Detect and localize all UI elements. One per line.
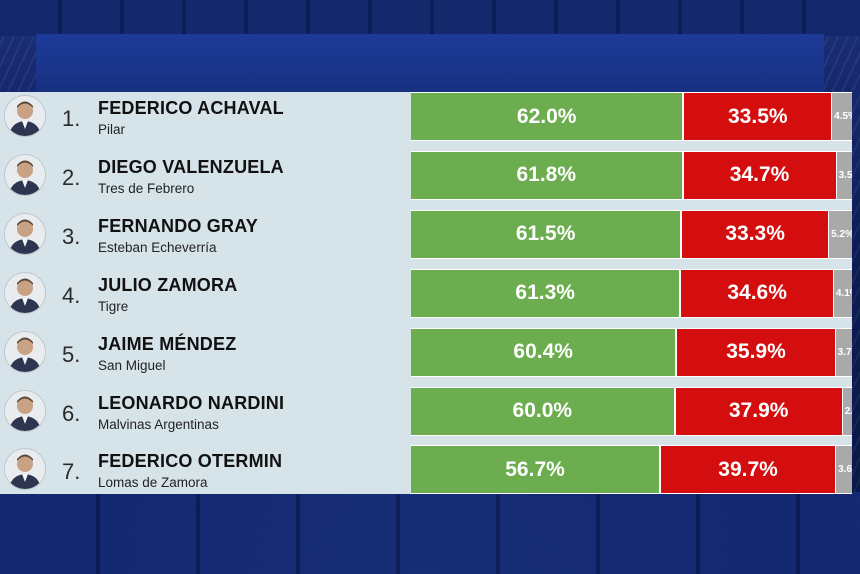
result-row: 2. DIEGO VALENZUELA Tres de Febrero 61.8… <box>0 150 852 200</box>
candidate-name: FERNANDO GRAY <box>98 215 258 236</box>
person-icon <box>4 271 46 314</box>
result-row: 1. FEDERICO ACHAVAL Pilar 62.0% 33.5% 4.… <box>0 92 852 141</box>
backdrop-top-blocks <box>0 0 860 36</box>
candidate-name: JAIME MÉNDEZ <box>98 333 237 354</box>
rank-label: 7. <box>62 459 81 485</box>
bar-other: 5.2% <box>829 210 852 258</box>
bar-second: 34.7% <box>683 151 836 199</box>
bar-second: 33.3% <box>682 210 829 258</box>
result-row: 6. LEONARDO NARDINI Malvinas Argentinas … <box>0 386 852 436</box>
results-panel: 1. FEDERICO ACHAVAL Pilar 62.0% 33.5% 4.… <box>0 92 852 495</box>
bar-other: 3.6% <box>836 446 852 494</box>
bar-other: 3.5% <box>836 151 852 199</box>
candidate-name: DIEGO VALENZUELA <box>98 156 284 177</box>
person-icon <box>4 330 46 373</box>
rank-label: 2. <box>62 164 81 190</box>
bar-first: 60.4% <box>411 328 676 376</box>
bar-second: 34.6% <box>681 269 833 317</box>
candidate-name: FEDERICO ACHAVAL <box>98 98 284 118</box>
bar-second: 39.7% <box>661 446 836 494</box>
bar-first: 61.5% <box>411 210 681 258</box>
rank-label: 5. <box>62 341 81 367</box>
bar-track: 56.7% 39.7% 3.6% <box>411 445 852 495</box>
person-icon <box>4 153 46 196</box>
district-label: Malvinas Argentinas <box>98 416 219 432</box>
backdrop-floor <box>0 492 860 574</box>
bar-first: 61.8% <box>411 151 682 199</box>
district-label: Tigre <box>98 298 129 314</box>
result-row: 7. FEDERICO OTERMIN Lomas de Zamora 56.7… <box>0 445 852 495</box>
rank-label: 3. <box>62 223 81 249</box>
bar-track: 60.0% 37.9% 2.1% <box>411 386 852 436</box>
rank-label: 6. <box>62 400 81 426</box>
bar-first: 60.0% <box>411 387 674 435</box>
rank-label: 1. <box>62 106 81 131</box>
bar-first: 56.7% <box>411 446 660 494</box>
bar-second: 37.9% <box>675 387 842 435</box>
district-label: Esteban Echeverría <box>98 239 217 255</box>
person-icon <box>4 448 46 491</box>
bar-track: 61.3% 34.6% 4.1% <box>411 268 852 318</box>
bar-track: 61.5% 33.3% 5.2% <box>411 209 852 259</box>
district-label: San Miguel <box>98 357 166 373</box>
bar-track: 61.8% 34.7% 3.5% <box>411 150 852 200</box>
bar-other: 3.7% <box>835 328 852 376</box>
bar-first: 61.3% <box>411 269 680 317</box>
bar-first: 62.0% <box>411 93 683 140</box>
person-icon <box>4 95 46 137</box>
bar-second: 35.9% <box>677 328 835 376</box>
bar-track: 60.4% 35.9% 3.7% <box>411 327 852 377</box>
result-row: 5. JAIME MÉNDEZ San Miguel 60.4% 35.9% 3… <box>0 327 852 377</box>
person-icon <box>4 212 46 255</box>
district-label: Tres de Febrero <box>98 180 195 196</box>
backdrop-band <box>36 34 824 94</box>
bar-other: 4.5% <box>832 93 852 140</box>
candidate-name: LEONARDO NARDINI <box>98 392 285 413</box>
rank-label: 4. <box>62 282 81 308</box>
district-label: Lomas de Zamora <box>98 475 208 491</box>
person-icon <box>4 389 46 432</box>
candidate-name: FEDERICO OTERMIN <box>98 451 283 472</box>
bar-other: 2.1% <box>842 387 852 435</box>
bar-second: 33.5% <box>684 93 832 140</box>
candidate-name: JULIO ZAMORA <box>98 274 238 295</box>
bar-track: 62.0% 33.5% 4.5% <box>411 92 852 141</box>
bar-other: 4.1% <box>833 269 852 317</box>
district-label: Pilar <box>98 122 126 137</box>
result-row: 4. JULIO ZAMORA Tigre 61.3% 34.6% 4.1% <box>0 268 852 318</box>
result-row: 3. FERNANDO GRAY Esteban Echeverría 61.5… <box>0 209 852 259</box>
